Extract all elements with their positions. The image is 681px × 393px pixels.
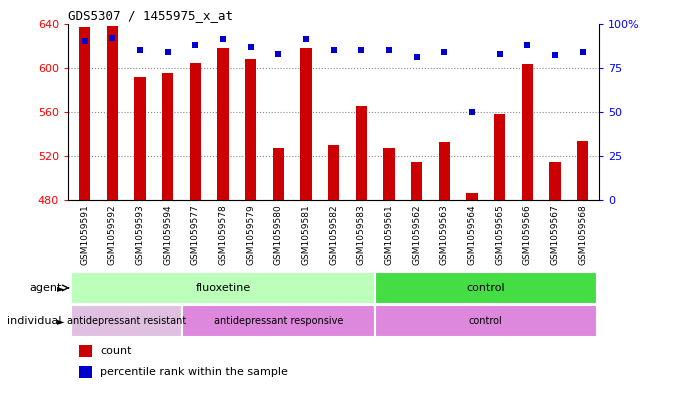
Bar [217,48,229,200]
Text: control: control [466,283,505,293]
Point [273,50,284,57]
Point [522,42,533,48]
Bar [439,142,450,200]
Text: GSM1059565: GSM1059565 [495,204,504,265]
Bar [107,26,118,200]
Bar [79,366,92,378]
Point [577,49,588,55]
Point [494,50,505,57]
Text: control: control [469,316,503,326]
Bar [550,162,560,200]
Text: antidepressant resistant: antidepressant resistant [67,316,186,326]
Bar [522,64,533,200]
Bar [355,107,367,200]
Bar [79,345,92,357]
Text: GSM1059577: GSM1059577 [191,204,200,265]
Text: GSM1059583: GSM1059583 [357,204,366,265]
Text: GSM1059580: GSM1059580 [274,204,283,265]
Bar [375,305,597,337]
Bar [577,141,588,200]
Text: GSM1059593: GSM1059593 [136,204,144,265]
Point [300,36,311,42]
Point [79,38,90,44]
Text: GSM1059563: GSM1059563 [440,204,449,265]
Text: percentile rank within the sample: percentile rank within the sample [100,367,288,377]
Bar [162,73,173,200]
Point [411,54,422,60]
Point [245,43,256,50]
Bar [79,27,90,200]
Point [383,47,394,53]
Bar [71,305,182,337]
Bar [190,63,201,200]
Point [328,47,339,53]
Text: count: count [100,346,131,356]
Bar [383,149,394,200]
Bar [375,272,597,304]
Point [550,52,560,59]
Bar [182,305,375,337]
Point [356,47,367,53]
Text: GSM1059578: GSM1059578 [219,204,227,265]
Text: GDS5307 / 1455975_x_at: GDS5307 / 1455975_x_at [68,9,233,22]
Point [466,109,477,115]
Bar [134,77,146,200]
Bar [328,145,339,200]
Text: GSM1059566: GSM1059566 [523,204,532,265]
Bar [71,272,375,304]
Bar [300,48,311,200]
Text: ►: ► [57,283,65,293]
Point [217,36,228,42]
Point [135,47,146,53]
Text: GSM1059567: GSM1059567 [550,204,560,265]
Text: GSM1059592: GSM1059592 [108,204,117,264]
Text: GSM1059561: GSM1059561 [385,204,394,265]
Bar [273,149,284,200]
Text: GSM1059581: GSM1059581 [302,204,311,265]
Text: ►: ► [57,316,65,326]
Text: agent: agent [29,283,61,293]
Text: fluoxetine: fluoxetine [195,283,251,293]
Text: GSM1059582: GSM1059582 [329,204,338,264]
Text: GSM1059562: GSM1059562 [412,204,421,264]
Point [107,35,118,41]
Bar [411,162,422,200]
Text: GSM1059579: GSM1059579 [247,204,255,265]
Text: GSM1059591: GSM1059591 [80,204,89,265]
Point [190,42,201,48]
Bar [466,193,477,200]
Text: GSM1059564: GSM1059564 [468,204,477,264]
Point [439,49,449,55]
Bar [245,59,256,200]
Text: GSM1059568: GSM1059568 [578,204,587,265]
Text: antidepressant responsive: antidepressant responsive [214,316,343,326]
Bar [494,114,505,200]
Text: GSM1059594: GSM1059594 [163,204,172,264]
Point [162,49,173,55]
Text: individual: individual [7,316,61,326]
